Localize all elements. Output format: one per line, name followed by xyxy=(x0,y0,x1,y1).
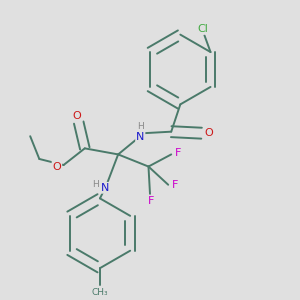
Text: N: N xyxy=(136,132,145,142)
Text: F: F xyxy=(172,180,178,190)
Text: N: N xyxy=(101,183,109,193)
Text: O: O xyxy=(52,161,61,172)
Text: Cl: Cl xyxy=(197,24,208,34)
Text: F: F xyxy=(148,196,155,206)
Text: O: O xyxy=(73,111,82,121)
Text: CH₃: CH₃ xyxy=(92,288,108,297)
Text: O: O xyxy=(205,128,214,138)
Text: H: H xyxy=(137,122,144,131)
Text: F: F xyxy=(175,148,181,158)
Text: H: H xyxy=(92,180,99,189)
